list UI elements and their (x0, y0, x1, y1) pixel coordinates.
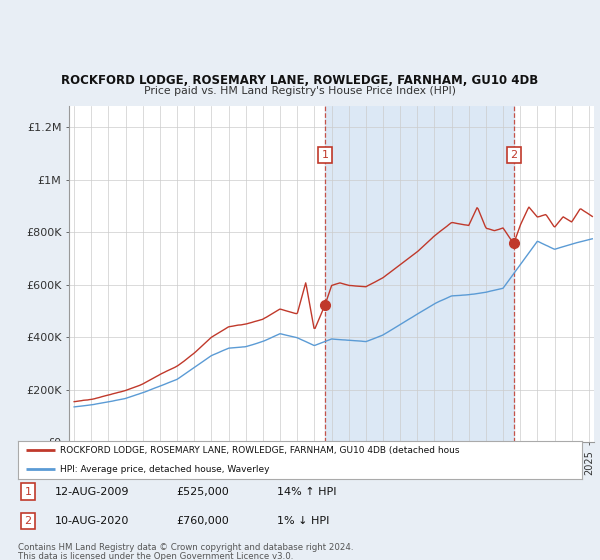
Text: Price paid vs. HM Land Registry's House Price Index (HPI): Price paid vs. HM Land Registry's House … (144, 86, 456, 96)
Text: 2: 2 (510, 150, 517, 160)
Text: HPI: Average price, detached house, Waverley: HPI: Average price, detached house, Wave… (60, 465, 270, 474)
Text: 1% ↓ HPI: 1% ↓ HPI (277, 516, 330, 526)
Text: ROCKFORD LODGE, ROSEMARY LANE, ROWLEDGE, FARNHAM, GU10 4DB: ROCKFORD LODGE, ROSEMARY LANE, ROWLEDGE,… (61, 74, 539, 87)
Text: Contains HM Land Registry data © Crown copyright and database right 2024.: Contains HM Land Registry data © Crown c… (18, 543, 353, 552)
Text: This data is licensed under the Open Government Licence v3.0.: This data is licensed under the Open Gov… (18, 552, 293, 560)
Text: 10-AUG-2020: 10-AUG-2020 (55, 516, 129, 526)
Bar (325, 106, 514, 442)
Text: ROCKFORD LODGE, ROSEMARY LANE, ROWLEDGE, FARNHAM, GU10 4DB (detached hous: ROCKFORD LODGE, ROSEMARY LANE, ROWLEDGE,… (60, 446, 460, 455)
Text: 1: 1 (25, 487, 32, 497)
Text: 1: 1 (322, 150, 328, 160)
Text: 12-AUG-2009: 12-AUG-2009 (55, 487, 129, 497)
Text: 2: 2 (25, 516, 32, 526)
Text: 14% ↑ HPI: 14% ↑ HPI (277, 487, 337, 497)
Text: £760,000: £760,000 (176, 516, 229, 526)
Text: £525,000: £525,000 (176, 487, 229, 497)
